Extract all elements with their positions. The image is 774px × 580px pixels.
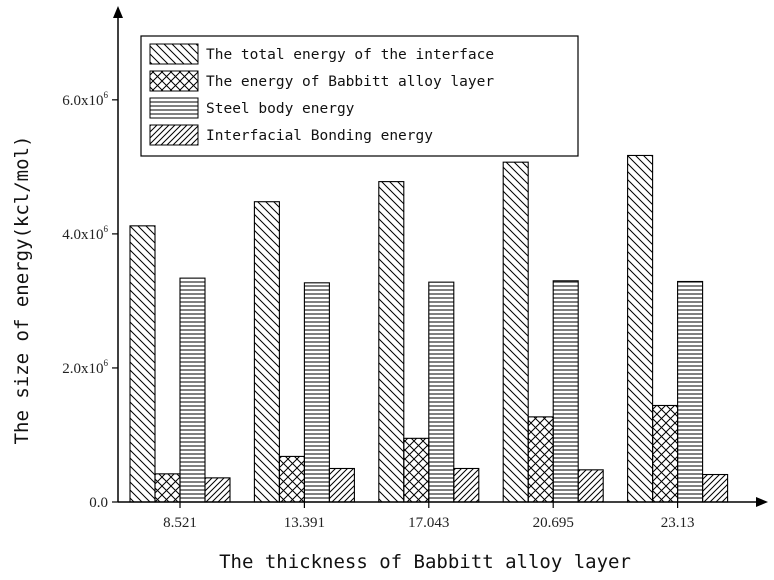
legend: The total energy of the interface The ene… [140,35,579,157]
bar-s1-c0 [154,473,181,503]
bar-s1-c4 [652,404,679,503]
legend-swatch [149,43,199,65]
y-axis-arrow [113,6,123,18]
legend-box [140,35,579,157]
x-tick-label: 8.521 [163,515,197,531]
bar-s2-c2 [428,281,455,503]
y-tick-label: 4.0x106 [62,224,108,243]
bars-group [129,154,729,503]
bar-s3-c0 [204,477,231,503]
legend-swatch [149,97,199,119]
legend-label: Steel body energy [206,101,355,117]
bar-s2-c4 [677,280,704,503]
bar-s3-c2 [453,467,480,503]
bar-s1-c2 [403,437,430,503]
bar-s3-c3 [577,469,604,503]
y-tick-label: 2.0x106 [62,358,108,377]
bar-s3-c1 [328,467,355,503]
y-tick-label: 6.0x106 [62,90,108,109]
axes [113,6,768,507]
legend-label: The total energy of the interface [206,47,494,63]
legend-swatch [149,70,199,92]
bar-s2-c3 [552,280,579,503]
x-axis-title: The thickness of Babbitt alloy layer [219,551,631,573]
legend-label: Interfacial Bonding energy [206,128,433,144]
x-tick-label: 23.13 [661,515,695,531]
y-axis-title: The size of energy(kcl/mol) [11,136,33,445]
y-tick-label: 0.0 [89,495,108,511]
x-tick-label: 17.043 [408,515,449,531]
bar-s0-c1 [253,201,280,503]
legend-label: The energy of Babbitt alloy layer [206,74,494,90]
bar-s0-c2 [378,181,405,503]
bar-s0-c4 [627,154,654,503]
legend-swatch [149,124,199,146]
bar-s2-c0 [179,277,206,503]
bar-s1-c3 [527,416,554,503]
bar-s3-c4 [702,473,729,503]
bar-s0-c3 [502,161,529,503]
x-tick-label: 13.391 [284,515,325,531]
x-axis-arrow [756,497,768,507]
bar-s1-c1 [278,455,305,503]
x-ticks: 8.521 13.391 17.043 20.695 23.13 [163,502,694,531]
bar-s2-c1 [303,282,330,503]
y-ticks: 0.0 2.0x106 4.0x106 6.0x106 [62,90,118,511]
bar-s0-c0 [129,225,156,503]
x-tick-label: 20.695 [533,515,574,531]
